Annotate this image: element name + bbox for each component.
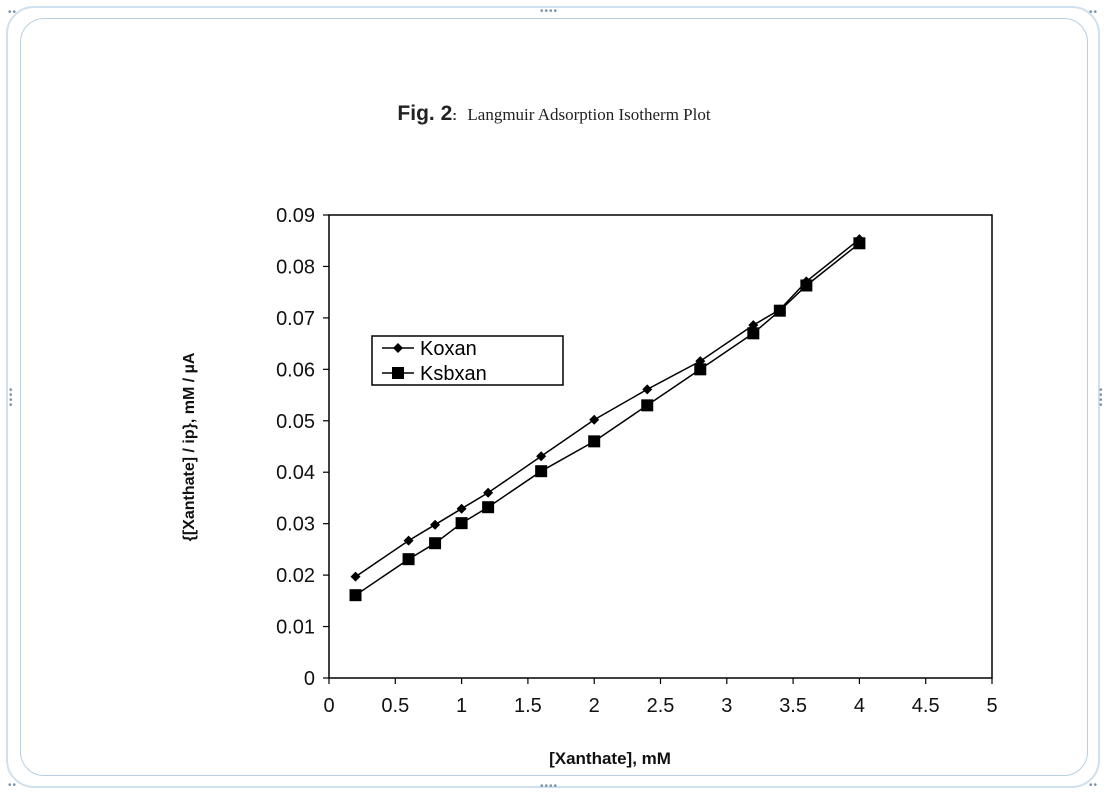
- x-tick-label: 1: [456, 695, 467, 717]
- x-tick-label: 2: [589, 695, 600, 717]
- figure-caption: Langmuir Adsorption Isotherm Plot: [467, 105, 711, 124]
- y-tick-label: 0.08: [276, 256, 315, 278]
- y-tick-label: 0: [304, 668, 315, 690]
- resize-handle-left[interactable]: • • • •: [9, 385, 14, 411]
- x-axis-label: [Xanthate], mM: [549, 749, 671, 768]
- y-tick-label: 0.09: [276, 205, 315, 227]
- x-tick-label: 2.5: [647, 695, 675, 717]
- data-point-ksbxan: [535, 465, 548, 478]
- resize-handle-right[interactable]: • • • •: [1099, 385, 1104, 411]
- legend: Koxan Ksbxan: [371, 335, 564, 386]
- data-point-ksbxan: [455, 517, 468, 530]
- figure-label-colon: :: [452, 107, 457, 123]
- x-tick-label: 5: [986, 695, 997, 717]
- legend-marker-koxan: [393, 343, 403, 353]
- data-point-koxan: [456, 503, 467, 514]
- legend-label-koxan: Koxan: [420, 338, 477, 360]
- data-point-koxan: [536, 451, 547, 462]
- data-point-ksbxan: [694, 363, 707, 376]
- x-tick-label: 3.5: [779, 695, 807, 717]
- data-point-koxan: [350, 571, 361, 582]
- data-point-ksbxan: [588, 435, 601, 448]
- data-point-koxan: [430, 519, 441, 530]
- data-point-ksbxan: [402, 553, 415, 566]
- data-point-ksbxan: [641, 399, 654, 412]
- x-tick-label: 4.5: [912, 695, 940, 717]
- y-axis: 0 0.01 0.02 0.03 0.04 0.05 0.06 0.07 0.08 0.09: [276, 205, 329, 690]
- figure-frame: [20, 18, 1088, 776]
- data-point-ksbxan: [747, 327, 760, 340]
- resize-handle-top-left[interactable]: ••: [8, 7, 18, 18]
- data-point-ksbxan: [429, 537, 442, 550]
- y-tick-label: 0.06: [276, 359, 315, 381]
- legend-label-ksbxan: Ksbxan: [420, 363, 487, 385]
- series-layer: [349, 234, 866, 602]
- legend-marker-ksbxan: [392, 367, 404, 379]
- series-line-koxan: [355, 238, 860, 578]
- y-tick-label: 0.01: [276, 617, 315, 639]
- data-point-ksbxan: [773, 304, 786, 317]
- x-axis: 0 0.5 1 1.5 2 2.5 3 3.5 4 4.5 5: [323, 678, 998, 717]
- data-point-koxan: [589, 414, 600, 425]
- figure-label: Fig. 2: [397, 102, 453, 125]
- plot-area: [328, 214, 993, 679]
- y-tick-label: 0.04: [276, 462, 315, 484]
- x-tick-label: 1.5: [514, 695, 542, 717]
- y-tick-label: 0.05: [276, 411, 315, 433]
- data-point-ksbxan: [482, 501, 495, 514]
- resize-handle-bottom[interactable]: ••••: [540, 781, 559, 792]
- x-tick-label: 3: [721, 695, 732, 717]
- data-point-koxan: [483, 487, 494, 498]
- resize-handle-bottom-right[interactable]: ••: [1089, 780, 1099, 791]
- y-axis-label: {[Xanthate] / ip}, mM / µA: [181, 352, 198, 541]
- x-tick-label: 0: [323, 695, 334, 717]
- x-tick-label: 4: [854, 695, 865, 717]
- data-point-ksbxan: [800, 279, 813, 292]
- resize-handle-top[interactable]: ••••: [540, 6, 559, 17]
- y-tick-label: 0.03: [276, 514, 315, 536]
- data-point-ksbxan: [349, 589, 362, 602]
- figure-title: Fig. 2: Langmuir Adsorption Isotherm Plo…: [0, 102, 1108, 126]
- y-tick-label: 0.07: [276, 308, 315, 330]
- resize-handle-bottom-left[interactable]: ••: [8, 780, 18, 791]
- data-point-koxan: [403, 535, 414, 546]
- x-tick-label: 0.5: [381, 695, 409, 717]
- resize-handle-top-right[interactable]: ••: [1089, 7, 1099, 18]
- y-tick-label: 0.02: [276, 565, 315, 587]
- data-point-ksbxan: [853, 237, 866, 250]
- data-point-koxan: [642, 384, 653, 395]
